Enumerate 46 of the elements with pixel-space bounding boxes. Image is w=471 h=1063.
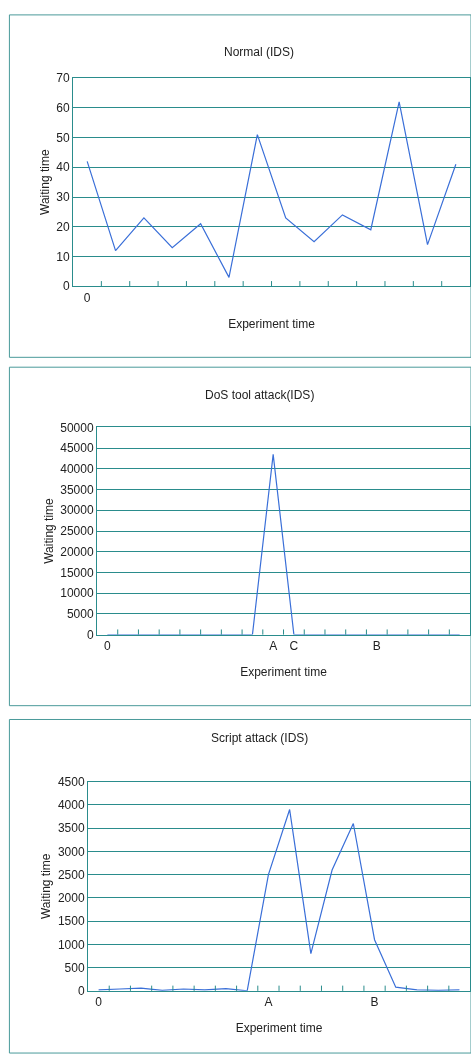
- y-tick-label: 5000: [66, 607, 94, 622]
- x-axis-title: Experiment time: [228, 316, 316, 331]
- x-axis-title: Experiment time: [240, 664, 328, 679]
- y-tick-label: 25000: [60, 524, 94, 539]
- y-axis-title: Waiting time: [39, 853, 54, 920]
- y-tick-label: 35000: [60, 482, 94, 497]
- chart-title: Normal (IDS): [224, 45, 295, 59]
- y-axis-title: Waiting time: [37, 149, 52, 215]
- y-tick-label: 1500: [57, 914, 85, 929]
- x-tick-label: C: [289, 639, 299, 654]
- y-tick-label: 0: [77, 984, 85, 999]
- x-tick-label: B: [372, 639, 381, 654]
- y-axis-title: Waiting time: [41, 497, 56, 564]
- y-tick-label: 50: [56, 130, 70, 145]
- y-tick-label: 40000: [60, 462, 94, 477]
- y-tick-label: 50000: [60, 420, 94, 435]
- x-tick-label: B: [370, 995, 379, 1010]
- y-tick-label: 20000: [60, 544, 94, 559]
- y-tick-label: 3500: [57, 821, 85, 836]
- y-tick-label: 30: [56, 190, 70, 205]
- y-tick-label: 2000: [57, 891, 85, 906]
- x-axis-title: Experiment time: [235, 1021, 323, 1036]
- y-tick-label: 20: [56, 219, 70, 234]
- y-tick-label: 2500: [57, 867, 85, 882]
- y-tick-label: 4000: [57, 798, 85, 813]
- y-tick-label: 10000: [60, 586, 94, 601]
- y-tick-label: 10: [56, 249, 70, 264]
- x-tick-label: A: [269, 639, 278, 654]
- chart-title: Script attack (IDS): [211, 731, 309, 745]
- y-tick-label: 70: [56, 71, 70, 86]
- line-series: [86, 101, 457, 278]
- x-tick-label: 0: [104, 639, 112, 654]
- y-tick-label: 30000: [60, 503, 94, 518]
- y-tick-label: 1000: [57, 937, 85, 952]
- y-tick-label: 3000: [57, 844, 85, 859]
- chart-title: DoS tool attack(IDS): [205, 388, 315, 402]
- y-tick-label: 60: [56, 101, 70, 115]
- line-series: [98, 808, 461, 991]
- y-tick-label: 0: [62, 279, 70, 294]
- y-tick-label: 500: [64, 960, 85, 975]
- x-tick-label: A: [264, 995, 273, 1010]
- y-tick-label: 4500: [57, 774, 85, 789]
- y-tick-label: 0: [86, 627, 94, 642]
- y-tick-label: 45000: [60, 441, 94, 456]
- y-tick-label: 15000: [60, 565, 94, 580]
- y-tick-label: 40: [56, 160, 70, 175]
